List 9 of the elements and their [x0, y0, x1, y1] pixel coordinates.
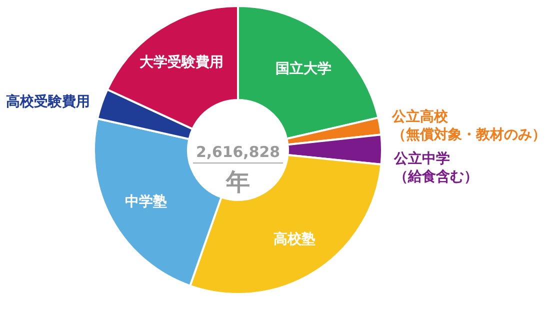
slice-label: 公立高校（無償対象・教材のみ） [390, 108, 546, 143]
slice-label: 国立大学 [275, 60, 332, 77]
slice-label: 公立中学（給食含む） [393, 150, 478, 185]
text: 2,616,828 [196, 143, 280, 161]
slice-label: 大学受験費用 [139, 54, 224, 71]
text: 年 [225, 168, 250, 196]
slice-label: 高校受験費用 [6, 93, 90, 110]
slice-label: 高校塾 [273, 230, 316, 248]
slice-label: 中学塾 [125, 192, 168, 210]
